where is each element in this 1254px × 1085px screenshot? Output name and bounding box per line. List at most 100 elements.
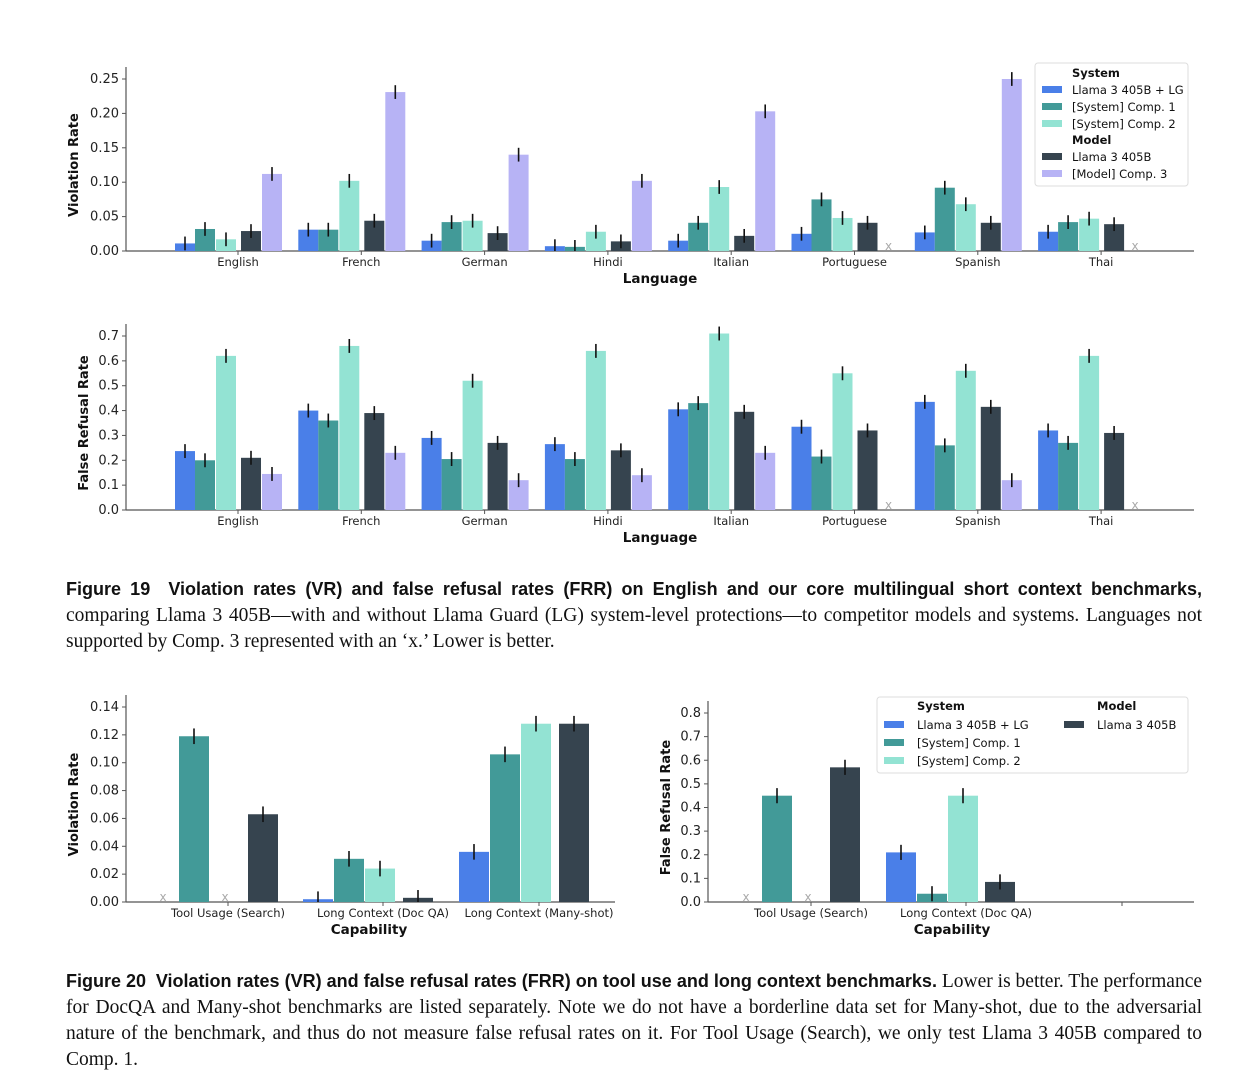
bar xyxy=(791,426,812,510)
y-axis-label: False Refusal Rate xyxy=(659,740,674,876)
y-tick-label: 0.00 xyxy=(90,895,119,910)
bar xyxy=(1104,432,1125,510)
y-tick-label: 0.7 xyxy=(98,329,119,344)
y-tick-label: 0.5 xyxy=(680,777,701,792)
figure-20-label: Figure 20 xyxy=(66,971,147,991)
legend-box xyxy=(1034,62,1189,187)
chart-2: 0.0 0.1 0.2 0.3 0.4 0.5 0.6 0.7 False Refusal Ra… xyxy=(77,324,1194,546)
bar xyxy=(914,401,935,510)
legend-swatch xyxy=(884,757,904,764)
y-tick-label: 0.02 xyxy=(90,867,119,882)
bar xyxy=(1104,224,1125,251)
legend-item: [System] Comp. 1 xyxy=(1072,100,1176,114)
x-tick-label: Hindi xyxy=(593,514,623,528)
bar xyxy=(755,452,776,510)
legend-item: Llama 3 405B xyxy=(1097,718,1176,732)
bar xyxy=(462,220,483,251)
bar xyxy=(811,199,832,251)
legend-item: Llama 3 405B xyxy=(1072,150,1151,164)
bar xyxy=(364,413,385,510)
y-tick-label: 0.12 xyxy=(90,728,119,743)
y-tick-label: 0.6 xyxy=(98,354,119,369)
missing-marker: x xyxy=(159,890,166,904)
legend-header-system: System xyxy=(917,699,965,713)
bar xyxy=(734,411,755,510)
x-tick-label: Spanish xyxy=(955,514,1000,528)
bar xyxy=(318,420,339,510)
figure-20-text: Lower is better. The performance for Doc… xyxy=(66,971,1203,1070)
x-tick-label: Italian xyxy=(713,514,749,528)
y-tick-label: 0.1 xyxy=(98,478,119,493)
legend-swatch xyxy=(1042,103,1062,110)
bar xyxy=(179,736,209,902)
legend-bottom: System Llama 3 405B + LG [System] Comp. 1 [… xyxy=(876,696,1189,774)
legend-box xyxy=(876,696,1189,774)
legend-item: Llama 3 405B + LG xyxy=(917,718,1029,732)
x-tick-label: Tool Usage (Search) xyxy=(753,906,868,920)
missing-marker: x xyxy=(742,890,749,904)
legend-swatch xyxy=(1042,120,1062,127)
y-tick-label: 0.20 xyxy=(90,106,119,121)
y-tick-label: 0.4 xyxy=(680,801,701,816)
bar xyxy=(709,187,730,251)
figure-19-bold-text: Violation rates (VR) and false refusal r… xyxy=(168,579,1202,599)
x-tick-label: French xyxy=(342,255,380,269)
bar xyxy=(631,180,652,251)
x-tick-label: German xyxy=(462,514,508,528)
bar xyxy=(544,444,565,510)
bar xyxy=(318,229,339,251)
bar xyxy=(241,457,261,510)
x-axis-label: Language xyxy=(623,530,698,546)
y-tick-label: 0.06 xyxy=(90,811,119,826)
missing-marker: x xyxy=(885,239,892,253)
y-tick-label: 0.8 xyxy=(680,706,701,721)
bar xyxy=(791,233,812,251)
y-tick-label: 0.10 xyxy=(90,175,119,190)
bar xyxy=(585,350,606,510)
legend-swatch xyxy=(1042,153,1062,160)
bar xyxy=(175,451,195,510)
bar xyxy=(934,187,955,251)
bar xyxy=(734,235,755,251)
bar xyxy=(487,233,508,251)
x-tick-label: Tool Usage (Search) xyxy=(170,906,285,920)
bar xyxy=(298,229,319,251)
y-tick-label: 0.10 xyxy=(90,756,119,771)
bar xyxy=(241,231,261,251)
legend-swatch xyxy=(884,721,904,728)
y-tick-label: 0.6 xyxy=(680,753,701,768)
bar xyxy=(755,111,776,251)
bar xyxy=(830,767,860,902)
bar xyxy=(985,881,1015,902)
missing-marker: x xyxy=(804,890,811,904)
bar xyxy=(339,345,360,510)
y-tick-label: 0.3 xyxy=(680,824,701,839)
bar xyxy=(1058,222,1079,251)
x-axis-label: Capability xyxy=(331,922,408,938)
y-tick-label: 0.25 xyxy=(90,72,119,87)
legend-item: [System] Comp. 1 xyxy=(917,736,1021,750)
y-tick-label: 0.0 xyxy=(98,503,119,518)
bar xyxy=(339,180,360,251)
x-tick-label: Spanish xyxy=(955,255,1000,269)
bar xyxy=(195,460,215,510)
bar xyxy=(934,445,955,510)
bar xyxy=(564,459,585,510)
bar xyxy=(709,333,730,510)
y-tick-label: 0.08 xyxy=(90,784,119,799)
x-tick-label: Thai xyxy=(1088,255,1114,269)
bar xyxy=(668,409,689,510)
figure-20-bold-text: Violation rates (VR) and false refusal r… xyxy=(155,971,937,991)
bar xyxy=(262,173,282,251)
x-tick-label: Long Context (Doc QA) xyxy=(317,906,449,920)
bar xyxy=(1001,480,1022,510)
missing-marker: x xyxy=(1132,239,1139,253)
bar xyxy=(508,480,529,510)
bar xyxy=(832,217,853,251)
chart-1: 0.00 0.05 0.10 0.15 0.20 0.25 Violation Rate La… xyxy=(67,67,1194,287)
bar xyxy=(610,450,631,510)
bar xyxy=(857,222,878,251)
legend-item: Llama 3 405B + LG xyxy=(1072,83,1184,97)
